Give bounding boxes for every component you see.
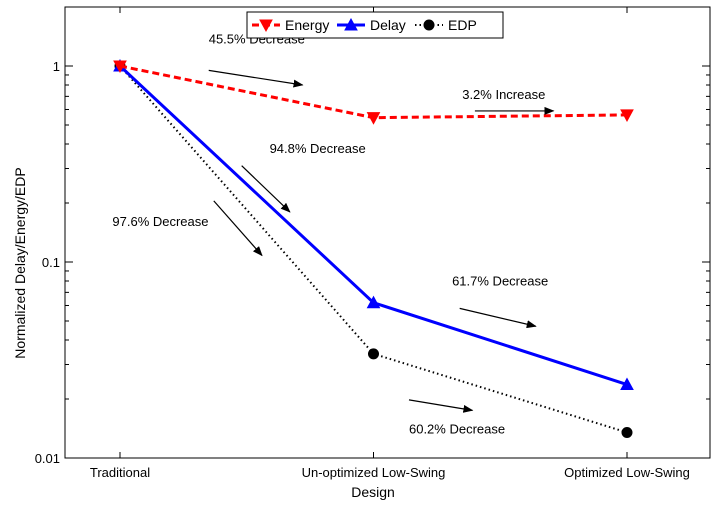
annotation-label: 3.2% Increase bbox=[462, 87, 545, 102]
annotation-label: 60.2% Decrease bbox=[409, 422, 505, 437]
y-tick-label: 0.01 bbox=[35, 451, 60, 466]
legend-box bbox=[246, 11, 504, 39]
data-point-energy bbox=[113, 60, 127, 74]
data-point-delay bbox=[620, 377, 634, 391]
plot-frame bbox=[64, 6, 711, 459]
annotation-label: 97.6% Decrease bbox=[112, 214, 208, 229]
legend-marker-edp bbox=[423, 19, 435, 31]
data-point-energy bbox=[620, 109, 634, 122]
x-tick-label: Optimized Low-Swing bbox=[564, 465, 690, 480]
plot-area: 0.01 0.1 1 Traditional Un-optimized Low-Swin… bbox=[35, 6, 711, 480]
data-point-delay bbox=[366, 295, 381, 309]
annotation-arrow bbox=[241, 165, 291, 213]
legend-marker-delay bbox=[344, 17, 358, 31]
y-axis-label: Normalized Delay/Energy/EDP bbox=[12, 167, 28, 358]
y-tick-label: 0.1 bbox=[42, 255, 60, 270]
legend-marker-energy bbox=[259, 19, 273, 33]
data-point-edp bbox=[621, 426, 633, 438]
x-axis-label: Design bbox=[351, 484, 395, 500]
y-tick-label: 1 bbox=[53, 59, 60, 74]
legend-label-delay: Delay bbox=[370, 17, 406, 33]
annotation-label: 94.8% Decrease bbox=[270, 141, 366, 156]
x-tick-label: Traditional bbox=[90, 465, 150, 480]
annotation-arrow bbox=[213, 200, 263, 257]
annotation-label: 61.7% Decrease bbox=[452, 273, 548, 288]
annotation-arrow bbox=[408, 399, 474, 413]
annotation-arrow bbox=[208, 69, 304, 88]
legend-label-energy: Energy bbox=[285, 17, 329, 33]
annotation-arrow bbox=[459, 307, 537, 329]
x-tick-label: Un-optimized Low-Swing bbox=[302, 465, 446, 480]
data-point-edp bbox=[368, 348, 379, 360]
series-line-energy bbox=[119, 64, 628, 120]
data-point-energy bbox=[366, 112, 381, 125]
legend-label-edp: EDP bbox=[448, 17, 477, 33]
